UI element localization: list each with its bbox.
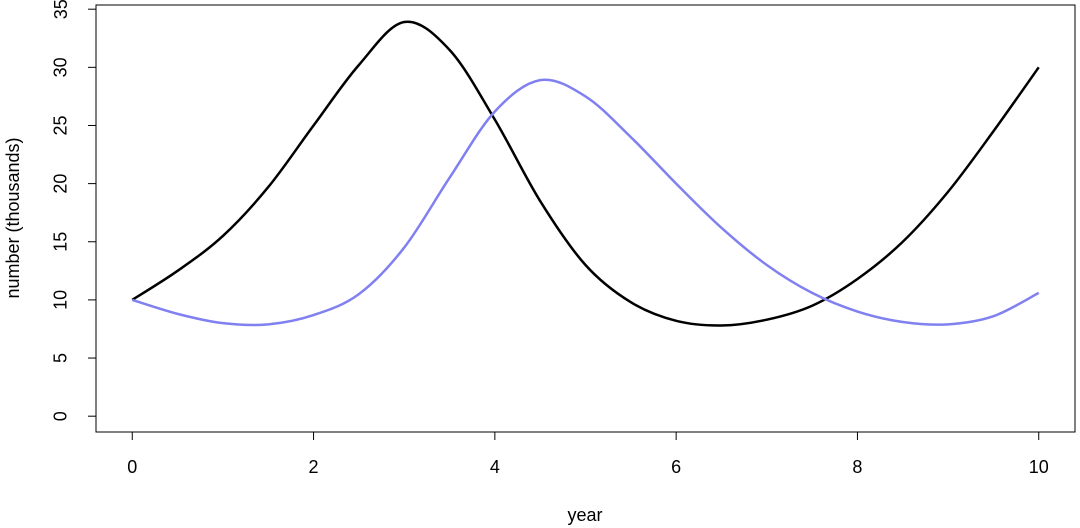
y-tick-label: 25 [51,115,71,135]
x-tick-label: 4 [490,457,500,477]
x-tick-label: 6 [671,457,681,477]
y-tick-label: 30 [51,57,71,77]
y-tick-label: 5 [51,353,71,363]
y-tick-label: 10 [51,290,71,310]
x-tick-label: 0 [127,457,137,477]
y-axis-label: number (thousands) [3,137,23,298]
plot-frame [95,4,1076,433]
x-tick-label: 2 [309,457,319,477]
y-tick-label: 15 [51,232,71,252]
x-axis-label: year [567,505,602,525]
series-line [131,78,1040,327]
x-tick-label: 10 [1029,457,1049,477]
y-tick-label: 35 [51,0,71,19]
y-tick-label: 20 [51,174,71,194]
series-line [131,20,1040,327]
y-tick-label: 0 [51,411,71,421]
x-tick-label: 8 [852,457,862,477]
